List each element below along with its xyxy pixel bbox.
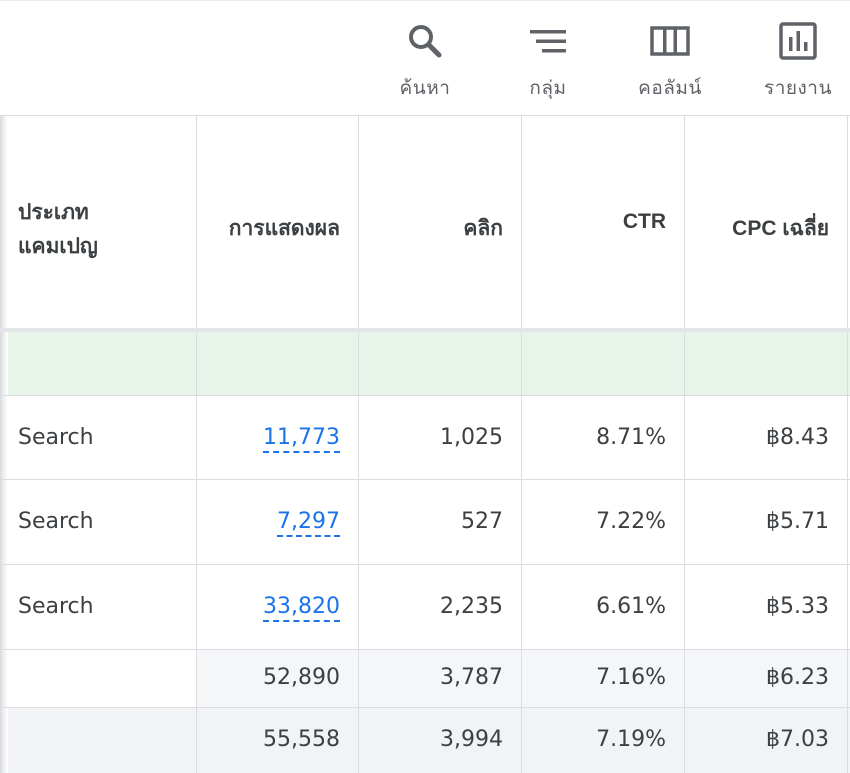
table-toolbar: ค้นหา กลุ่ม คอลัมน์: [0, 0, 850, 116]
report-label: รายงาน: [764, 77, 832, 99]
frozen-column-shadow: [0, 116, 8, 773]
columns-button[interactable]: คอลัมน์: [620, 19, 720, 103]
totals-row-2: [8, 707, 850, 773]
search-label: ค้นหา: [399, 77, 451, 99]
row-3-cpc: ฿5.33: [766, 594, 829, 619]
total-2-cpc: ฿7.03: [766, 727, 829, 752]
row-2-type: Search: [18, 509, 94, 534]
total-2-clicks: 3,994: [440, 727, 503, 752]
row-divider: [0, 564, 850, 565]
columns-label: คอลัมน์: [638, 77, 702, 99]
totals-row-1: [196, 649, 850, 707]
column-divider: [358, 116, 359, 773]
header-ctr[interactable]: CTR: [622, 210, 666, 233]
bar-chart-icon: [776, 19, 820, 63]
column-divider: [196, 116, 197, 773]
row-1-clicks: 1,025: [440, 425, 503, 450]
row-1-impressions-link[interactable]: 11,773: [263, 425, 340, 453]
total-1-clicks: 3,787: [440, 665, 503, 690]
row-2-cpc: ฿5.71: [766, 509, 829, 534]
row-divider: [0, 707, 850, 708]
group-label: กลุ่ม: [529, 77, 567, 99]
total-2-impressions: 55,558: [263, 727, 340, 752]
row-1-type: Search: [18, 425, 94, 450]
report-button[interactable]: รายงาน: [748, 19, 848, 103]
total-1-cpc: ฿6.23: [766, 665, 829, 690]
group-button[interactable]: กลุ่ม: [498, 19, 598, 103]
row-2-ctr: 7.22%: [596, 509, 666, 534]
row-divider: [0, 395, 850, 396]
row-3-ctr: 6.61%: [596, 594, 666, 619]
header-avg-cpc[interactable]: CPC เฉลี่ย: [732, 217, 829, 240]
row-1-ctr: 8.71%: [596, 425, 666, 450]
header-impressions[interactable]: การแสดงผล: [228, 217, 340, 240]
total-1-impressions: 52,890: [263, 665, 340, 690]
search-button[interactable]: ค้นหา: [375, 19, 475, 103]
total-2-ctr: 7.19%: [596, 727, 666, 752]
search-icon: [403, 19, 447, 63]
row-2-impressions-link[interactable]: 7,297: [277, 509, 340, 537]
column-divider: [684, 116, 685, 773]
row-3-clicks: 2,235: [440, 594, 503, 619]
row-3-impressions-link[interactable]: 33,820: [263, 594, 340, 622]
total-1-ctr: 7.16%: [596, 665, 666, 690]
row-3-type: Search: [18, 594, 94, 619]
column-divider: [847, 116, 848, 773]
row-divider: [0, 649, 850, 650]
header-divider: [0, 328, 850, 332]
row-2-clicks: 527: [461, 509, 503, 534]
column-divider: [521, 116, 522, 773]
filter-list-icon: [526, 19, 570, 63]
campaign-table: ประเภท แคมเปญ การแสดงผล คลิก CTR CPC เฉล…: [0, 116, 850, 773]
header-campaign-type[interactable]: ประเภท แคมเปญ: [18, 201, 98, 258]
columns-icon: [648, 19, 692, 63]
header-clicks[interactable]: คลิก: [463, 217, 503, 240]
row-divider: [0, 479, 850, 480]
highlight-row: [8, 332, 850, 395]
row-1-cpc: ฿8.43: [766, 425, 829, 450]
